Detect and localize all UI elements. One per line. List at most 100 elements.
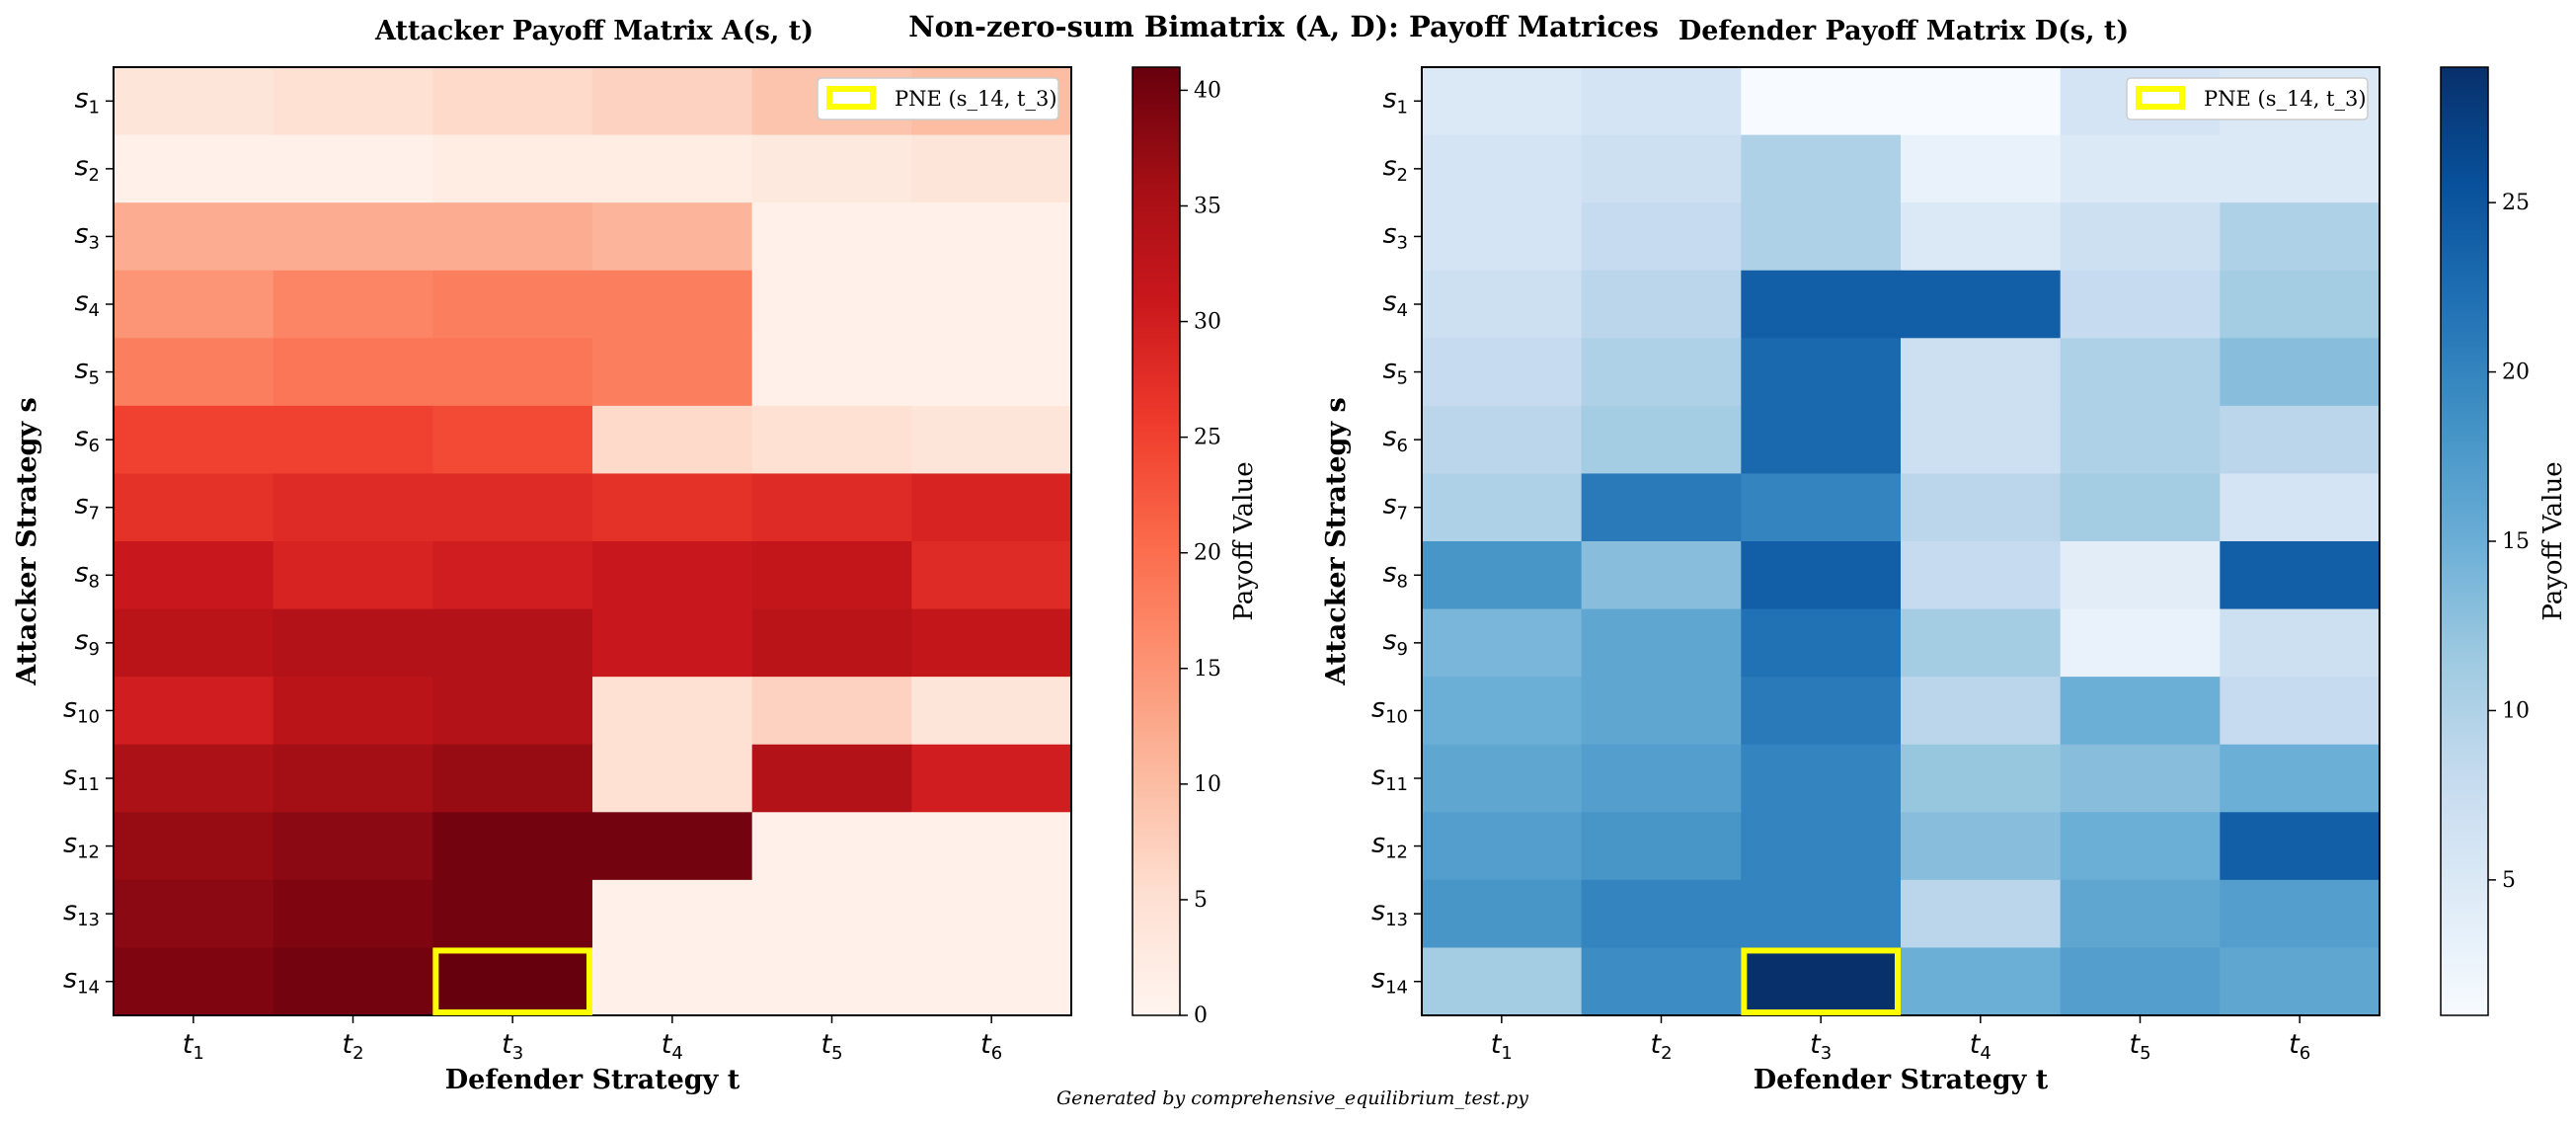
- defender-cell-r12-c1: [1422, 812, 1583, 881]
- defender-cell-r7-c2: [1581, 473, 1742, 542]
- attacker-cell-r3-c4: [592, 202, 753, 272]
- defender-cell-r5-c2: [1581, 338, 1742, 407]
- attacker-cell-r1-c4: [592, 67, 753, 136]
- defender-cell-r10-c3: [1741, 677, 1902, 746]
- attacker-cell-r5-c5: [751, 338, 912, 407]
- attacker-cell-r7-c6: [911, 473, 1072, 542]
- attacker-cell-r9-c3: [432, 608, 593, 678]
- attacker-colorbar-tick-label: 35: [1194, 194, 1221, 218]
- defender-y-tick-label: s3: [1382, 218, 1408, 253]
- defender-cell-r1-c4: [1901, 67, 2062, 136]
- defender-chart-title: Defender Payoff Matrix D(s, t): [1678, 16, 2129, 46]
- attacker-cell-r10-c4: [592, 677, 753, 746]
- defender-cell-r4-c5: [2060, 270, 2221, 339]
- attacker-cell-r6-c6: [911, 405, 1072, 475]
- defender-cell-r6-c6: [2220, 405, 2381, 475]
- defender-cell-r13-c3: [1741, 879, 1902, 949]
- attacker-cell-r12-c5: [751, 812, 912, 881]
- defender-cell-r6-c1: [1422, 405, 1583, 475]
- defender-cell-r4-c6: [2220, 270, 2381, 339]
- attacker-cell-r13-c6: [911, 879, 1072, 949]
- defender-y-tick-label: s8: [1382, 557, 1408, 592]
- attacker-cell-r7-c4: [592, 473, 753, 542]
- attacker-y-tick-label: s4: [74, 286, 100, 321]
- defender-x-ticks: t1 t2 t3 t4 t5 t6: [1491, 1015, 2310, 1064]
- attacker-cell-r13-c3: [432, 879, 593, 949]
- defender-legend-swatch: [2136, 86, 2185, 110]
- attacker-cell-r9-c1: [114, 608, 274, 678]
- attacker-x-tick-label: t2: [342, 1029, 363, 1064]
- defender-cell-r5-c5: [2060, 338, 2221, 407]
- attacker-y-tick-label: s5: [74, 355, 100, 389]
- attacker-cell-r5-c6: [911, 338, 1072, 407]
- defender-cell-r1-c1: [1422, 67, 1583, 136]
- defender-cell-r3-c5: [2060, 202, 2221, 272]
- attacker-y-axis-label: Attacker Strategy s: [12, 397, 42, 685]
- defender-colorbar-tick-label: 25: [2502, 191, 2530, 215]
- attacker-cell-r11-c4: [592, 744, 753, 813]
- defender-cell-r8-c4: [1901, 541, 2062, 610]
- defender-cell-r13-c6: [2220, 879, 2381, 949]
- attacker-y-tick-label: s11: [63, 761, 100, 795]
- defender-x-tick-label: t4: [1970, 1029, 1991, 1064]
- attacker-cell-r11-c2: [273, 744, 433, 813]
- defender-cell-r1-c2: [1581, 67, 1742, 136]
- figure-suptitle: Non-zero-sum Bimatrix (A, D): Payoff Mat…: [908, 10, 1659, 43]
- defender-cell-r2-c2: [1581, 134, 1742, 203]
- defender-cell-r3-c2: [1581, 202, 1742, 272]
- attacker-cell-r12-c3: [432, 812, 593, 881]
- defender-cell-r3-c3: [1741, 202, 1902, 272]
- defender-y-tick-label: s4: [1382, 286, 1408, 321]
- attacker-cell-r4-c2: [273, 270, 433, 339]
- defender-cell-r12-c2: [1581, 812, 1742, 881]
- defender-x-tick-label: t3: [1810, 1029, 1832, 1064]
- defender-cell-r2-c1: [1422, 134, 1583, 203]
- attacker-cell-r14-c2: [273, 947, 433, 1016]
- attacker-cell-r2-c5: [751, 134, 912, 203]
- defender-plot-frame: [1421, 66, 2381, 1016]
- defender-cell-r5-c4: [1901, 338, 2062, 407]
- attacker-y-tick-label: s13: [63, 896, 100, 930]
- attacker-cell-r10-c6: [911, 677, 1072, 746]
- attacker-cell-r13-c5: [751, 879, 912, 949]
- attacker-cell-r10-c1: [114, 677, 274, 746]
- defender-cell-r7-c3: [1741, 473, 1902, 542]
- attacker-x-axis-label: Defender Strategy t: [445, 1065, 741, 1095]
- defender-colorbar-label: Payoff Value: [2538, 461, 2568, 620]
- attacker-pne-highlight-box: [432, 947, 592, 1015]
- defender-pne-highlight-layer: [1741, 947, 1901, 1015]
- defender-cell-r9-c2: [1581, 608, 1742, 678]
- defender-heatmap-cells: [1422, 67, 2381, 1016]
- attacker-cell-r11-c1: [114, 744, 274, 813]
- attacker-cell-r7-c2: [273, 473, 433, 542]
- attacker-colorbar-tick-label: 0: [1194, 1004, 1208, 1028]
- defender-cell-r13-c2: [1581, 879, 1742, 949]
- attacker-cell-r8-c2: [273, 541, 433, 610]
- attacker-cell-r7-c3: [432, 473, 593, 542]
- defender-cell-r9-c6: [2220, 608, 2381, 678]
- defender-cell-r9-c3: [1741, 608, 1902, 678]
- defender-cell-r14-c5: [2060, 947, 2221, 1016]
- defender-panel: Defender Payoff Matrix D(s, t) t1 t2 t3 t4 t…: [1321, 16, 2568, 1095]
- defender-cell-r6-c2: [1581, 405, 1742, 475]
- attacker-cell-r4-c1: [114, 270, 274, 339]
- defender-cell-r10-c2: [1581, 677, 1742, 746]
- attacker-cell-r10-c3: [432, 677, 593, 746]
- defender-y-tick-label: s14: [1371, 964, 1408, 999]
- defender-colorbar-tick-label: 15: [2502, 529, 2530, 554]
- attacker-cell-r6-c5: [751, 405, 912, 475]
- attacker-y-tick-label: s8: [74, 557, 100, 592]
- defender-cell-r11-c6: [2220, 744, 2381, 813]
- attacker-y-tick-label: s3: [74, 218, 100, 253]
- attacker-cell-r5-c2: [273, 338, 433, 407]
- attacker-colorbar-tick-label: 40: [1194, 78, 1221, 103]
- defender-colorbar: 5 10 15 20 25 Payoff Value: [2440, 66, 2568, 1016]
- attacker-x-tick-label: t4: [662, 1029, 683, 1064]
- defender-cell-r3-c1: [1422, 202, 1583, 272]
- attacker-cell-r1-c1: [114, 67, 274, 136]
- attacker-cell-r12-c2: [273, 812, 433, 881]
- attacker-cell-r11-c3: [432, 744, 593, 813]
- attacker-colorbar-gradient: [1132, 66, 1181, 1016]
- attacker-y-tick-label: s9: [74, 625, 100, 660]
- defender-colorbar-tick-label: 10: [2502, 698, 2530, 723]
